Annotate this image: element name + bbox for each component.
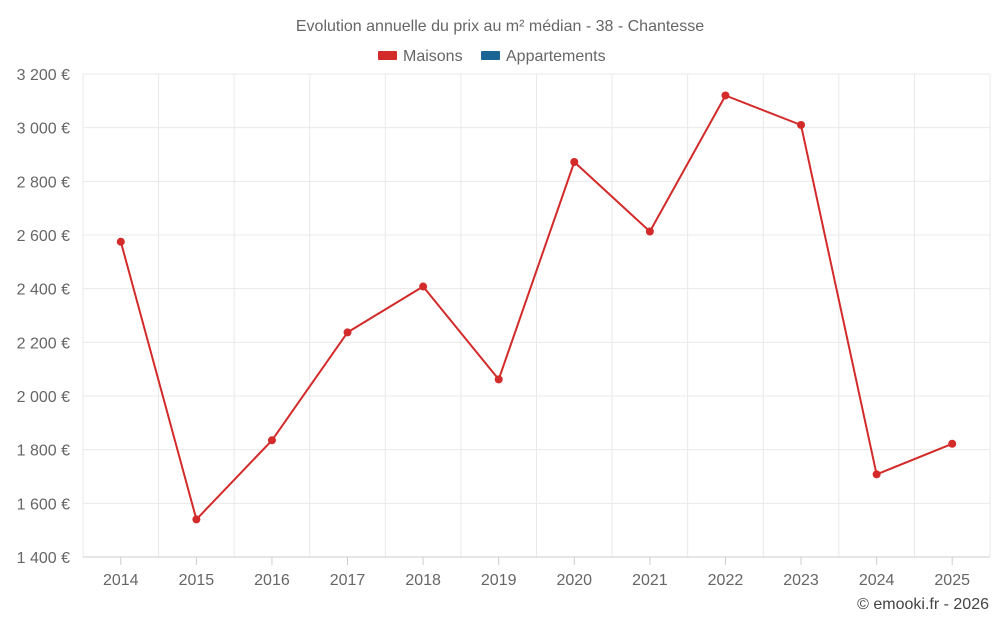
chart-title: Evolution annuelle du prix au m² médian … [296, 18, 704, 35]
data-point-maisons[interactable] [948, 439, 957, 448]
data-point-maisons[interactable] [192, 515, 201, 524]
x-tick-label: 2025 [934, 572, 970, 589]
legend-item-appartements[interactable]: Appartements [481, 48, 606, 65]
y-tick-label: 1 800 € [17, 443, 70, 460]
y-tick-label: 2 400 € [17, 282, 70, 299]
y-tick-label: 1 400 € [17, 550, 70, 567]
data-point-maisons[interactable] [343, 328, 352, 337]
y-axis: 1 400 € 1 600 € 1 800 € 2 000 € 2 200 € 2 400… [17, 67, 70, 567]
data-point-maisons[interactable] [721, 91, 730, 100]
data-point-maisons[interactable] [267, 436, 276, 445]
y-tick-label: 2 000 € [17, 389, 70, 406]
y-tick-label: 1 600 € [17, 496, 70, 513]
x-grid [82, 74, 991, 557]
legend-swatch-appartements [481, 51, 500, 60]
y-tick-label: 2 800 € [17, 174, 70, 191]
data-point-maisons[interactable] [797, 120, 806, 129]
x-tick-label: 2018 [405, 572, 441, 589]
data-point-maisons[interactable] [645, 227, 654, 236]
data-point-maisons[interactable] [116, 237, 125, 246]
x-tick-label: 2017 [330, 572, 366, 589]
series-line-maisons [119, 94, 953, 521]
data-point-maisons[interactable] [570, 158, 579, 167]
y-tick-label: 2 600 € [17, 228, 70, 245]
data-point-maisons[interactable] [419, 282, 428, 291]
data-point-maisons[interactable] [872, 470, 881, 479]
x-tick-label: 2023 [783, 572, 819, 589]
x-tick-label: 2020 [556, 572, 592, 589]
legend: Maisons Appartements [378, 48, 606, 65]
series-layer [116, 91, 957, 524]
legend-label-maisons: Maisons [403, 48, 463, 65]
y-tick-label: 2 200 € [17, 335, 70, 352]
x-tick-label: 2015 [179, 572, 215, 589]
x-axis: 2014 2015 2016 2017 2018 2019 2020 2021 2022 2023… [103, 557, 970, 589]
y-tick-label: 3 200 € [17, 67, 70, 84]
x-tick-label: 2024 [859, 572, 895, 589]
y-tick-label: 3 000 € [17, 121, 70, 138]
x-tick-label: 2022 [708, 572, 744, 589]
x-tick-label: 2014 [103, 572, 139, 589]
x-tick-label: 2016 [254, 572, 290, 589]
legend-label-appartements: Appartements [506, 48, 606, 65]
credit-text: © emooki.fr - 2026 [857, 596, 989, 613]
x-tick-label: 2019 [481, 572, 517, 589]
data-point-maisons[interactable] [494, 375, 503, 384]
legend-item-maisons[interactable]: Maisons [378, 48, 463, 65]
x-tick-label: 2021 [632, 572, 668, 589]
legend-swatch-maisons [378, 51, 397, 60]
